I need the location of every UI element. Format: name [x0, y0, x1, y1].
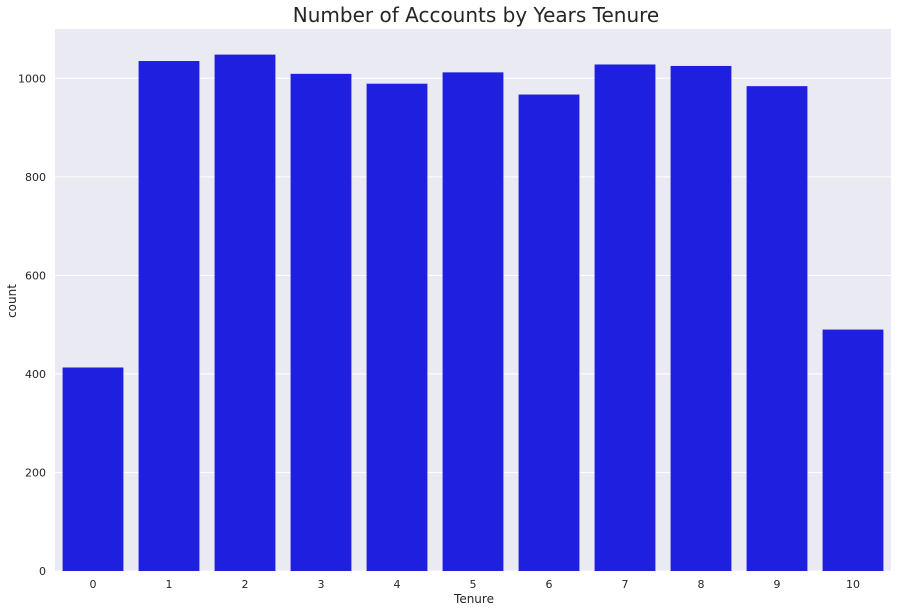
y-tick-label: 0 — [39, 565, 46, 578]
bar-tenure-5 — [442, 72, 504, 572]
x-tick-label: 2 — [242, 578, 249, 591]
x-tick-label: 5 — [470, 578, 477, 591]
bar-tenure-2 — [214, 54, 276, 571]
bar-tenure-7 — [594, 64, 656, 571]
chart-title: Number of Accounts by Years Tenure — [293, 3, 659, 27]
x-tick-label: 9 — [774, 578, 781, 591]
x-tick-label: 8 — [698, 578, 705, 591]
x-tick-label: 10 — [846, 578, 860, 591]
bar-tenure-6 — [518, 94, 580, 572]
bars — [62, 54, 884, 572]
x-tick-label: 4 — [394, 578, 401, 591]
y-axis-label: count — [5, 284, 19, 318]
bar-tenure-1 — [138, 61, 200, 571]
y-tick-label: 1000 — [18, 72, 46, 85]
x-axis-ticks: 0 1 2 3 4 5 6 7 8 9 10 — [90, 578, 861, 591]
y-axis-ticks: 0 200 400 600 800 1000 — [18, 72, 46, 578]
x-tick-label: 1 — [166, 578, 173, 591]
x-tick-label: 0 — [90, 578, 97, 591]
x-tick-label: 3 — [318, 578, 325, 591]
y-tick-label: 600 — [25, 269, 46, 282]
bar-tenure-9 — [746, 86, 808, 571]
bar-tenure-0 — [62, 367, 124, 571]
bar-tenure-3 — [290, 73, 352, 571]
x-axis-label: Tenure — [453, 592, 494, 606]
x-tick-label: 7 — [622, 578, 629, 591]
y-tick-label: 800 — [25, 171, 46, 184]
bar-tenure-10 — [822, 329, 884, 571]
bar-tenure-8 — [670, 65, 732, 572]
x-tick-label: 6 — [546, 578, 553, 591]
y-tick-label: 200 — [25, 466, 46, 479]
bar-tenure-4 — [366, 83, 428, 572]
y-tick-label: 400 — [25, 368, 46, 381]
